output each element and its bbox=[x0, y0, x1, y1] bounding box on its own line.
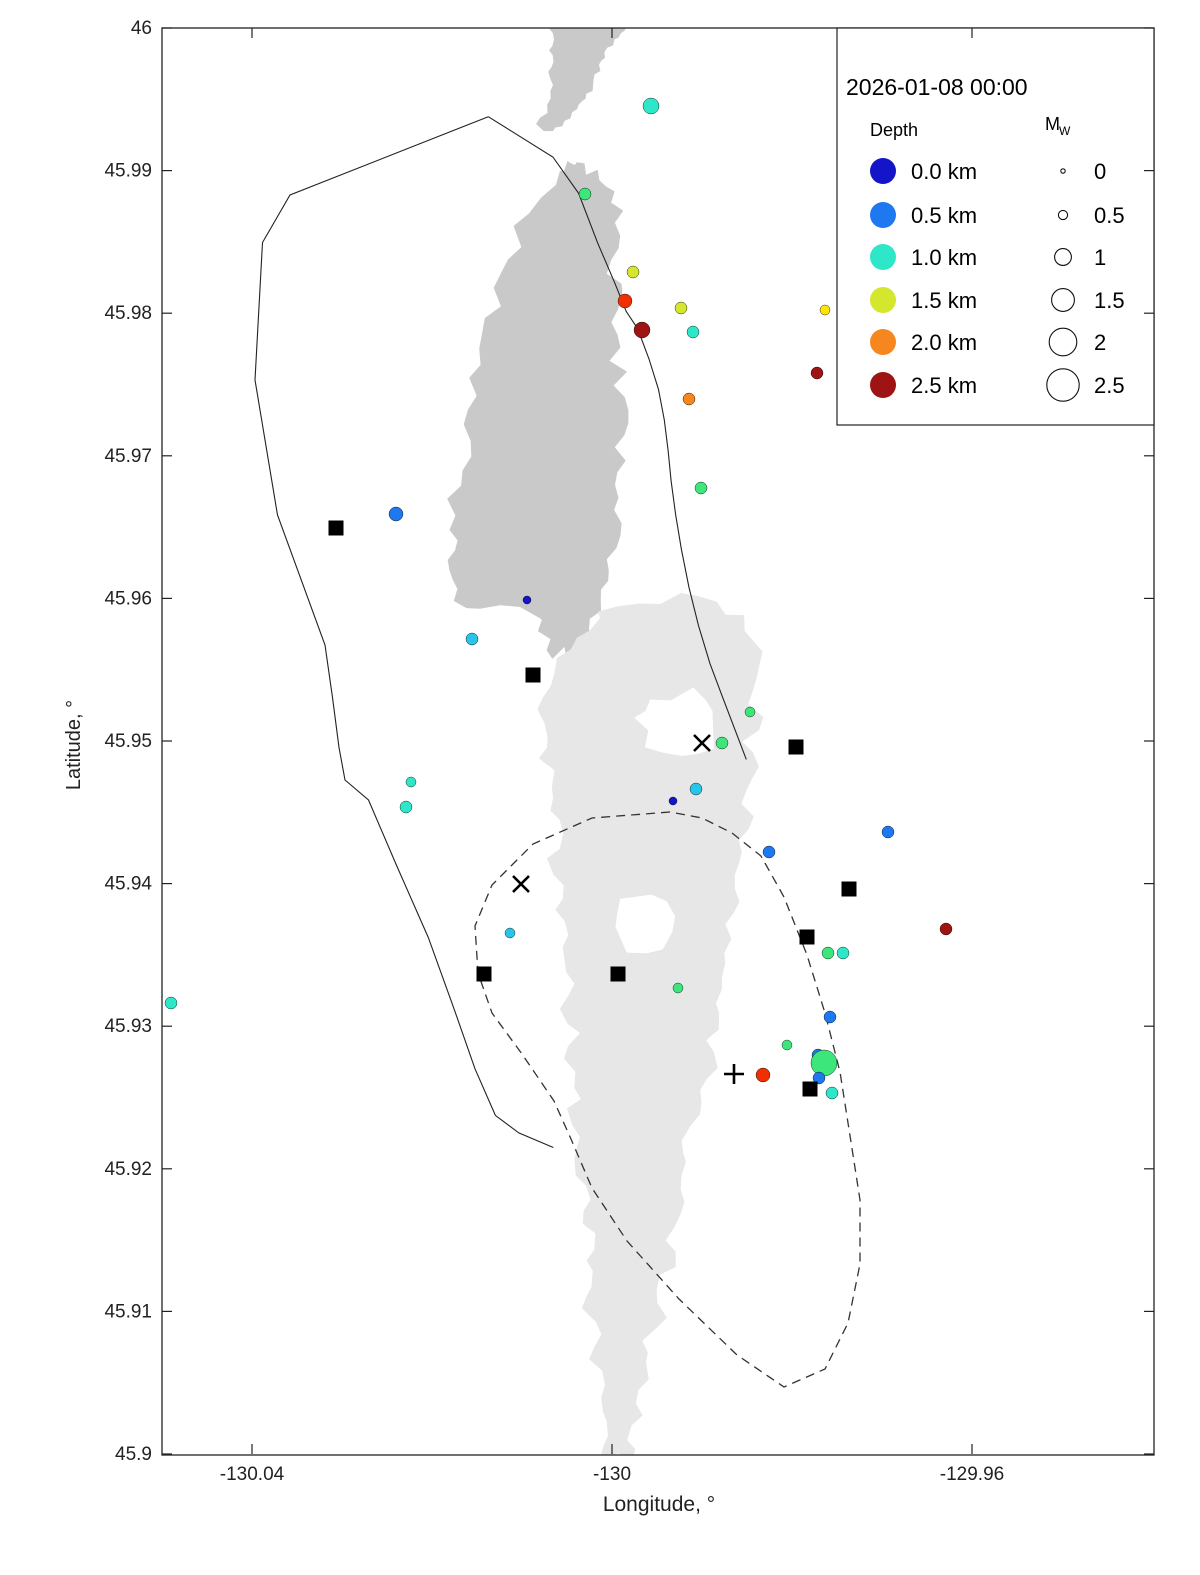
svg-text:2.5 km: 2.5 km bbox=[911, 373, 977, 398]
svg-text:2.0 km: 2.0 km bbox=[911, 330, 977, 355]
svg-text:1: 1 bbox=[1094, 245, 1106, 270]
svg-text:2.5: 2.5 bbox=[1094, 373, 1125, 398]
svg-text:-130.04: -130.04 bbox=[220, 1464, 285, 1485]
svg-text:45.98: 45.98 bbox=[104, 303, 152, 324]
svg-text:Longitude, °: Longitude, ° bbox=[603, 1493, 715, 1516]
svg-text:45.96: 45.96 bbox=[104, 588, 152, 609]
svg-text:45.93: 45.93 bbox=[104, 1016, 152, 1037]
svg-text:0.5 km: 0.5 km bbox=[911, 203, 977, 228]
svg-text:-130: -130 bbox=[593, 1464, 631, 1485]
svg-text:W: W bbox=[1059, 124, 1071, 138]
svg-text:46: 46 bbox=[131, 18, 152, 39]
svg-text:M: M bbox=[1045, 114, 1060, 134]
svg-text:1.5 km: 1.5 km bbox=[911, 288, 977, 313]
svg-text:1.0 km: 1.0 km bbox=[911, 245, 977, 270]
svg-text:0.5: 0.5 bbox=[1094, 203, 1125, 228]
svg-text:45.95: 45.95 bbox=[104, 731, 152, 752]
svg-text:Latitude, °: Latitude, ° bbox=[63, 700, 85, 790]
svg-text:45.92: 45.92 bbox=[104, 1159, 152, 1180]
svg-text:45.99: 45.99 bbox=[104, 161, 152, 182]
svg-text:1.5: 1.5 bbox=[1094, 288, 1125, 313]
svg-text:0: 0 bbox=[1094, 159, 1106, 184]
svg-text:45.9: 45.9 bbox=[115, 1444, 152, 1465]
svg-text:2026-01-08 00:00: 2026-01-08 00:00 bbox=[846, 74, 1028, 100]
svg-text:Depth: Depth bbox=[870, 120, 918, 140]
svg-text:45.94: 45.94 bbox=[104, 874, 152, 895]
svg-text:0.0 km: 0.0 km bbox=[911, 159, 977, 184]
svg-text:2: 2 bbox=[1094, 330, 1106, 355]
svg-text:-129.96: -129.96 bbox=[940, 1464, 1004, 1485]
svg-text:45.97: 45.97 bbox=[104, 446, 152, 467]
svg-text:45.91: 45.91 bbox=[104, 1301, 152, 1322]
